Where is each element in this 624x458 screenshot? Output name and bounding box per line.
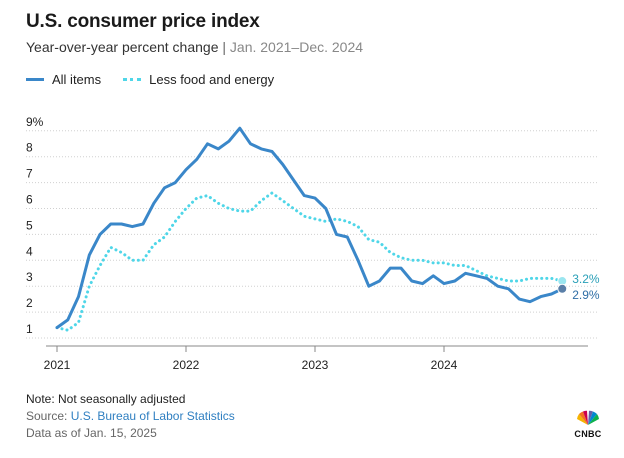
legend-label-core: Less food and energy: [149, 72, 275, 87]
y-tick-label: 2: [26, 296, 33, 310]
legend-item-core: Less food and energy: [123, 72, 274, 87]
y-tick-label: 4: [26, 244, 33, 258]
legend-swatch-core: [123, 78, 142, 81]
legend-item-all-items: All items: [26, 72, 101, 87]
endpoint-marker-all-items: [557, 283, 568, 294]
x-tick-label: 2024: [431, 358, 458, 372]
x-tick-label: 2023: [302, 358, 329, 372]
subtitle-separator: |: [222, 39, 227, 55]
note-text: Note: Not seasonally adjusted: [26, 392, 186, 406]
x-tick-label: 2021: [44, 358, 71, 372]
chart-legend: All items Less food and energy: [26, 72, 296, 87]
series-line-less-food-and-energy: [55, 191, 564, 332]
source-link[interactable]: U.S. Bureau of Labor Statistics: [70, 409, 235, 423]
subtitle-main: Year-over-year percent change: [26, 39, 219, 55]
y-tick-label: 6: [26, 193, 33, 207]
source-prefix: Source:: [26, 409, 71, 423]
cnbc-logo-text: CNBC: [574, 429, 602, 439]
endpoint-label-all-items: 2.9%: [572, 288, 600, 302]
legend-label-all-items: All items: [52, 72, 102, 87]
chart-subtitle: Year-over-year percent change | Jan. 202…: [26, 39, 363, 55]
legend-swatch-all-items: [26, 78, 44, 81]
y-tick-label: 7: [26, 167, 33, 181]
cnbc-logo: CNBC: [572, 410, 604, 439]
y-tick-label: 1: [26, 322, 33, 336]
as-of-date: Data as of Jan. 15, 2025: [26, 426, 157, 440]
chart-notes: Note: Not seasonally adjusted Source: U.…: [26, 391, 235, 442]
chart-title: U.S. consumer price index: [26, 11, 260, 32]
cpi-line-chart: 1 2 3 4 5 6 7 8 9% 2021 2022 2023 2024 3.2% 2.9%: [26, 115, 600, 372]
source-line: Source: U.S. Bureau of Labor Statistics: [26, 408, 235, 425]
y-tick-label: 3: [26, 270, 33, 284]
y-tick-label: 8: [26, 141, 33, 155]
series-line-all-items: [55, 126, 564, 330]
peacock-icon: [577, 410, 599, 425]
endpoint-label-less-food-and-energy: 3.2%: [572, 272, 600, 286]
y-tick-label: 9%: [26, 115, 44, 129]
x-tick-label: 2022: [173, 358, 200, 372]
y-tick-label: 5: [26, 218, 33, 232]
subtitle-range: Jan. 2021–Dec. 2024: [229, 39, 364, 55]
